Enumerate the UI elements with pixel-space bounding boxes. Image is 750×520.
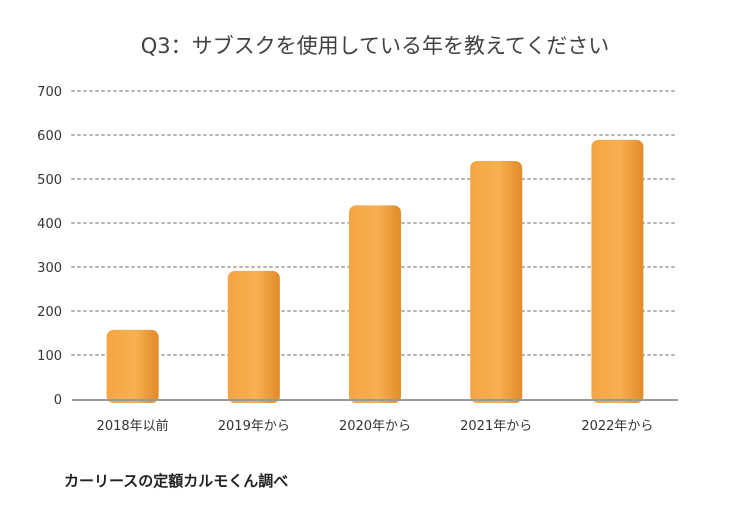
bars [106, 139, 644, 403]
bar-shade [516, 166, 523, 399]
y-tick-label: 500 [37, 173, 62, 188]
bar [227, 270, 280, 403]
y-tick-label: 600 [37, 129, 62, 144]
x-tick-label: 2021年から [460, 419, 532, 434]
bar-shade [152, 335, 159, 399]
x-tick-label: 2022年から [581, 419, 653, 434]
source-note: カーリースの定額カルモくん調べ [64, 472, 289, 490]
y-tick-label: 100 [37, 349, 62, 364]
y-tick-label: 700 [37, 85, 62, 100]
y-tick-label: 0 [54, 393, 62, 408]
y-tick-label: 300 [37, 261, 62, 276]
chart-title: Q3：サブスクを使用している年を教えてください [140, 34, 610, 58]
bar [106, 329, 159, 403]
bar [470, 160, 523, 403]
x-tick-label: 2020年から [339, 419, 411, 434]
bar [349, 205, 401, 403]
bar-shade [273, 276, 280, 399]
y-tick-label: 400 [37, 217, 62, 232]
tick-labels: 0 100 200 300 400 500 600 700 2018年以前 2019年から 2020… [37, 85, 653, 434]
bar [591, 139, 644, 403]
x-tick-label: 2018年以前 [97, 418, 169, 434]
bar-shade [395, 211, 401, 399]
y-tick-label: 200 [37, 305, 62, 320]
bar-chart: 0 100 200 300 400 500 600 700 2018年以前 2019年から 2020… [37, 85, 679, 434]
bar-shade [637, 145, 644, 399]
x-tick-label: 2019年から [218, 419, 290, 434]
